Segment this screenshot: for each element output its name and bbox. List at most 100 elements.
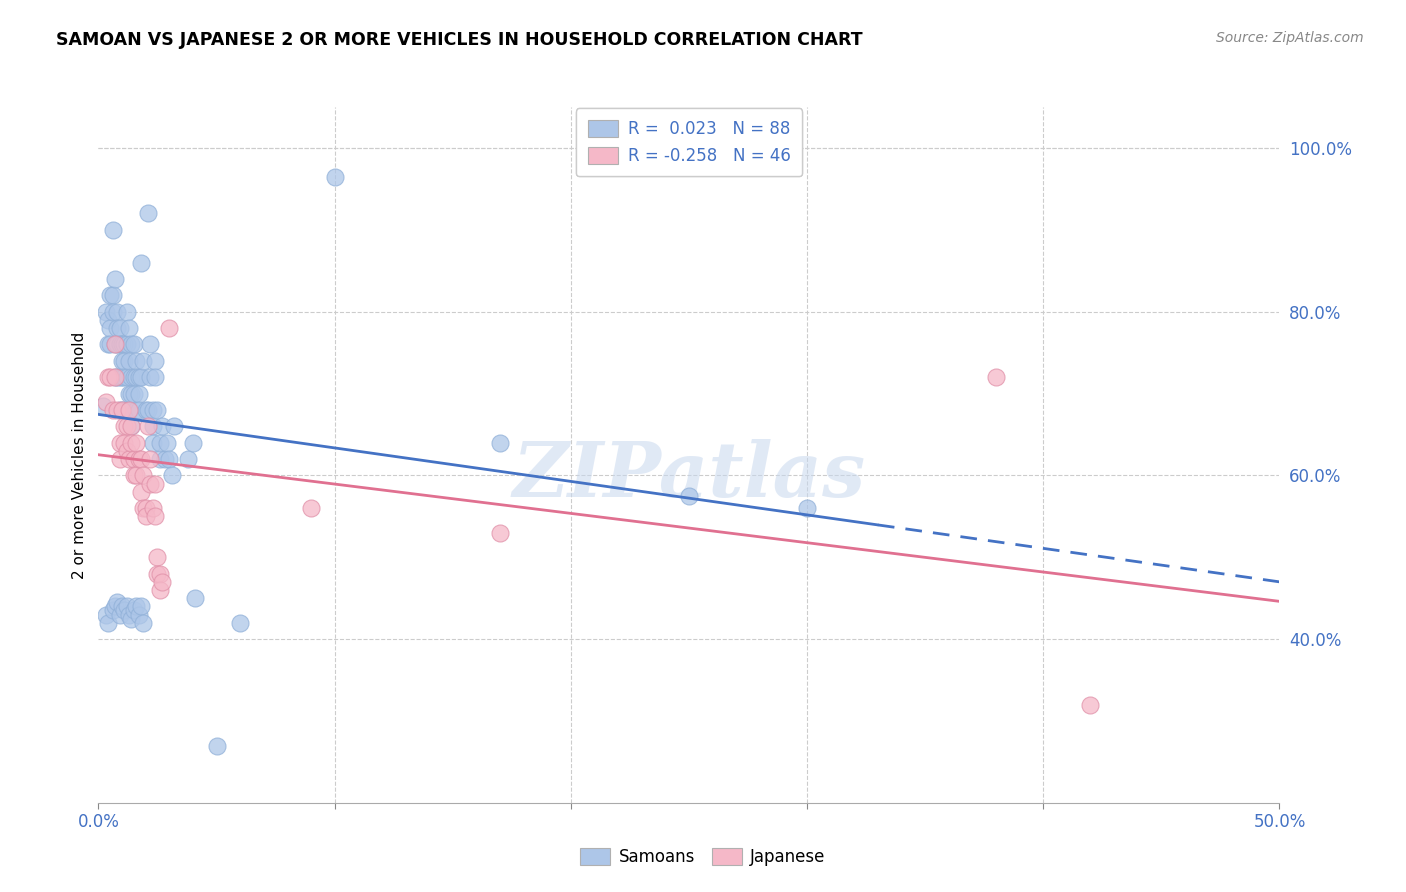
Point — [108, 337, 131, 351]
Point — [143, 476, 166, 491]
Point — [118, 607, 141, 622]
Point — [146, 566, 169, 581]
Point — [112, 419, 135, 434]
Point — [101, 223, 124, 237]
Point — [132, 615, 155, 630]
Point — [105, 595, 128, 609]
Point — [125, 468, 148, 483]
Point — [125, 353, 148, 368]
Point — [139, 452, 162, 467]
Point — [101, 304, 124, 318]
Point — [139, 476, 162, 491]
Point — [149, 435, 172, 450]
Point — [128, 386, 150, 401]
Point — [122, 370, 145, 384]
Point — [118, 353, 141, 368]
Point — [149, 452, 172, 467]
Point — [112, 353, 135, 368]
Point — [135, 509, 157, 524]
Point — [115, 419, 138, 434]
Text: ZIPatlas: ZIPatlas — [512, 439, 866, 513]
Point — [142, 403, 165, 417]
Point — [489, 435, 512, 450]
Point — [108, 321, 131, 335]
Point — [139, 370, 162, 384]
Point — [184, 591, 207, 606]
Point — [111, 403, 134, 417]
Point — [1080, 698, 1102, 712]
Point — [112, 370, 135, 384]
Point — [98, 288, 121, 302]
Point — [129, 370, 152, 384]
Point — [111, 353, 134, 368]
Point — [129, 255, 152, 269]
Point — [142, 501, 165, 516]
Point — [111, 337, 134, 351]
Point — [157, 452, 180, 467]
Point — [112, 435, 135, 450]
Point — [121, 612, 143, 626]
Point — [163, 419, 186, 434]
Point — [122, 337, 145, 351]
Point — [489, 525, 512, 540]
Point — [122, 452, 145, 467]
Point — [153, 452, 176, 467]
Point — [796, 501, 818, 516]
Point — [108, 452, 131, 467]
Point — [122, 468, 145, 483]
Point — [104, 599, 127, 614]
Point — [118, 386, 141, 401]
Point — [121, 386, 143, 401]
Point — [129, 599, 152, 614]
Point — [111, 403, 134, 417]
Point — [111, 370, 134, 384]
Legend: R =  0.023   N = 88, R = -0.258   N = 46: R = 0.023 N = 88, R = -0.258 N = 46 — [576, 109, 801, 177]
Point — [97, 337, 120, 351]
Point — [160, 468, 183, 483]
Text: SAMOAN VS JAPANESE 2 OR MORE VEHICLES IN HOUSEHOLD CORRELATION CHART: SAMOAN VS JAPANESE 2 OR MORE VEHICLES IN… — [56, 31, 863, 49]
Point — [115, 403, 138, 417]
Point — [135, 403, 157, 417]
Point — [129, 452, 152, 467]
Point — [136, 403, 159, 417]
Point — [94, 304, 117, 318]
Point — [132, 501, 155, 516]
Point — [121, 370, 143, 384]
Point — [128, 607, 150, 622]
Point — [97, 370, 120, 384]
Point — [105, 403, 128, 417]
Point — [146, 550, 169, 565]
Point — [205, 739, 228, 753]
Point — [97, 615, 120, 630]
Point — [128, 452, 150, 467]
Point — [118, 403, 141, 417]
Point — [177, 452, 200, 467]
Point — [118, 452, 141, 467]
Point — [104, 272, 127, 286]
Point — [104, 337, 127, 351]
Point — [678, 489, 700, 503]
Point — [139, 337, 162, 351]
Point — [125, 599, 148, 614]
Point — [105, 321, 128, 335]
Point — [105, 304, 128, 318]
Point — [94, 394, 117, 409]
Legend: Samoans, Japanese: Samoans, Japanese — [572, 840, 834, 875]
Point — [98, 370, 121, 384]
Point — [112, 603, 135, 617]
Point — [142, 419, 165, 434]
Point — [149, 582, 172, 597]
Point — [105, 337, 128, 351]
Point — [112, 403, 135, 417]
Point — [97, 313, 120, 327]
Point — [122, 603, 145, 617]
Point — [115, 370, 138, 384]
Point — [115, 304, 138, 318]
Point — [125, 370, 148, 384]
Point — [115, 599, 138, 614]
Point — [108, 607, 131, 622]
Point — [104, 370, 127, 384]
Point — [121, 435, 143, 450]
Point — [128, 370, 150, 384]
Point — [157, 321, 180, 335]
